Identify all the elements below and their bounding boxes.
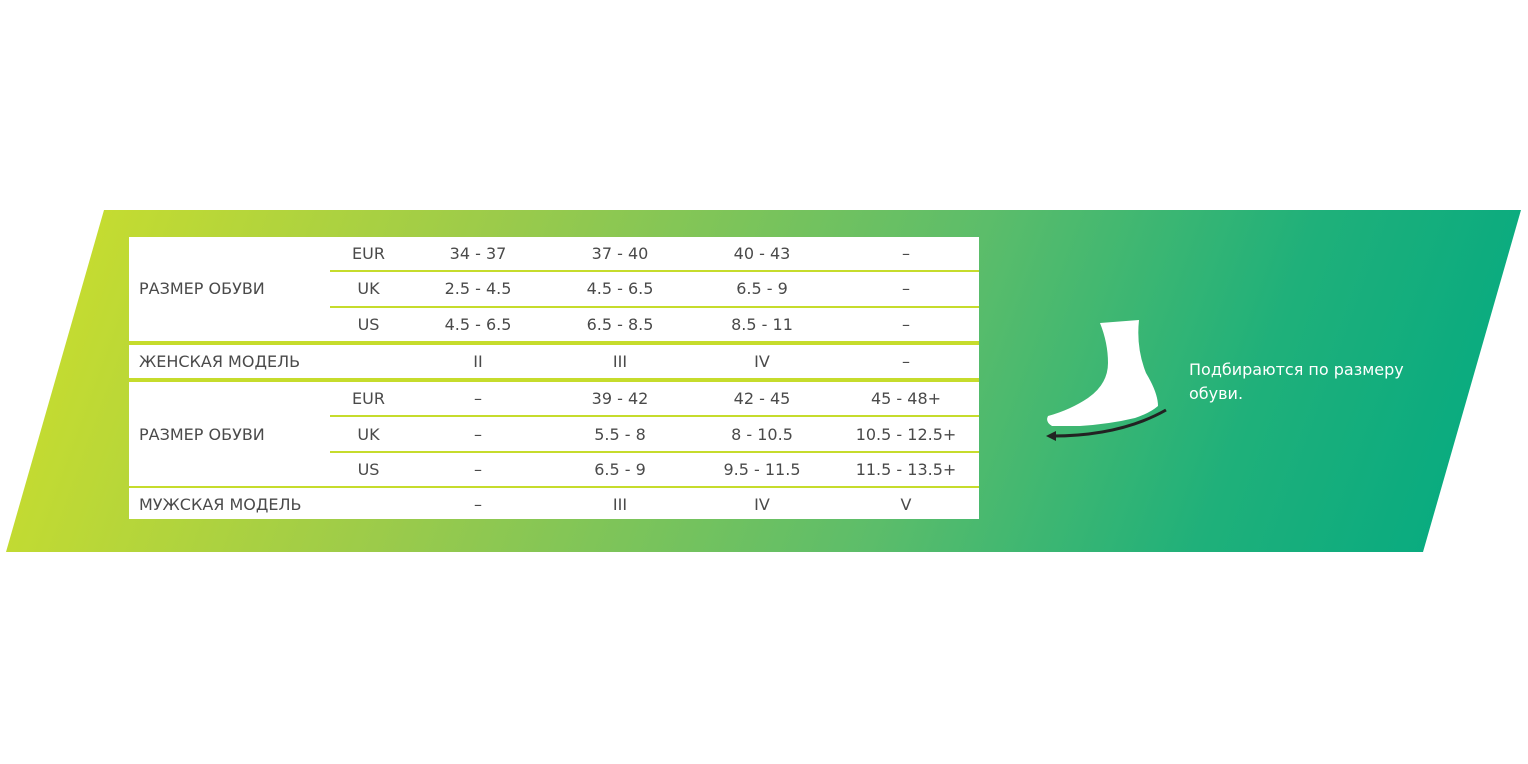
- cell: 6.5 - 9: [691, 271, 833, 308]
- unit-label: UK: [330, 271, 407, 308]
- women-us-row: US 4.5 - 6.5 6.5 - 8.5 8.5 - 11 –: [129, 306, 979, 345]
- cell: –: [407, 451, 549, 489]
- cell: 4.5 - 6.5: [407, 306, 549, 345]
- cell: IV: [754, 495, 770, 515]
- cell: –: [407, 416, 549, 453]
- cell: –: [407, 380, 549, 418]
- cell: IV: [691, 342, 833, 383]
- cell: –: [833, 342, 979, 383]
- cell: III: [549, 342, 691, 383]
- cell: III: [612, 495, 628, 515]
- women-size-label: РАЗМЕР ОБУВИ: [129, 237, 330, 345]
- cell: V: [900, 495, 912, 515]
- cell: 5.5 - 8: [549, 416, 691, 453]
- cell: 10.5 - 12.5+: [833, 416, 979, 453]
- cell: 45 - 48+: [833, 380, 979, 418]
- men-model-row: МУЖСКАЯ МОДЕЛЬ – III IV V: [129, 487, 979, 521]
- cell: 39 - 42: [549, 380, 691, 418]
- size-chart-table: РАЗМЕР ОБУВИ EUR 34 - 37 37 - 40 40 - 43…: [129, 237, 979, 519]
- unit-label: US: [330, 306, 407, 345]
- men-model-label: МУЖСКАЯ МОДЕЛЬ: [139, 495, 302, 515]
- unit-label: UK: [330, 416, 407, 453]
- cell: 8 - 10.5: [691, 416, 833, 453]
- men-uk-row: UK – 5.5 - 8 8 - 10.5 10.5 - 12.5+: [129, 416, 979, 453]
- women-model-row: ЖЕНСКАЯ МОДЕЛЬ II III IV –: [129, 342, 979, 383]
- women-uk-row: UK 2.5 - 4.5 4.5 - 6.5 6.5 - 9 –: [129, 271, 979, 308]
- unit-label: US: [330, 451, 407, 489]
- men-size-label: РАЗМЕР ОБУВИ: [129, 380, 330, 489]
- cell: 37 - 40: [549, 237, 691, 273]
- cell: –: [833, 271, 979, 308]
- cell: 2.5 - 4.5: [407, 271, 549, 308]
- cell: 34 - 37: [407, 237, 549, 273]
- unit-label: EUR: [330, 380, 407, 418]
- cell: 6.5 - 9: [549, 451, 691, 489]
- cell: 4.5 - 6.5: [549, 271, 691, 308]
- foot-measure-icon: [1046, 320, 1167, 441]
- cell: –: [833, 306, 979, 345]
- men-eur-row: РАЗМЕР ОБУВИ EUR – 39 - 42 42 - 45 45 - …: [129, 380, 979, 489]
- cell: 40 - 43: [691, 237, 833, 273]
- cell: 42 - 45: [691, 380, 833, 418]
- cell: –: [474, 495, 482, 515]
- cell: 6.5 - 8.5: [549, 306, 691, 345]
- women-eur-row: РАЗМЕР ОБУВИ EUR 34 - 37 37 - 40 40 - 43…: [129, 237, 979, 345]
- size-note: Подбираются по размеру обуви.: [1189, 360, 1404, 403]
- women-model-label: ЖЕНСКАЯ МОДЕЛЬ: [129, 342, 407, 383]
- men-us-row: US – 6.5 - 9 9.5 - 11.5 11.5 - 13.5+: [129, 451, 979, 489]
- cell: –: [833, 237, 979, 273]
- cell: 9.5 - 11.5: [691, 451, 833, 489]
- cell: 8.5 - 11: [691, 306, 833, 345]
- cell: II: [407, 342, 549, 383]
- unit-label: EUR: [330, 237, 407, 273]
- cell: 11.5 - 13.5+: [833, 451, 979, 489]
